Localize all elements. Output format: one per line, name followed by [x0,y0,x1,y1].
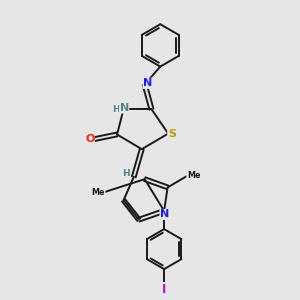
Text: N: N [143,78,152,88]
Text: S: S [168,129,176,139]
Text: N: N [119,103,129,113]
Text: Me: Me [92,188,105,197]
Text: H: H [122,169,129,178]
Text: I: I [162,283,166,296]
Text: N: N [160,209,169,219]
Text: O: O [85,134,94,145]
Text: H: H [112,105,120,114]
Text: Me: Me [187,171,200,180]
